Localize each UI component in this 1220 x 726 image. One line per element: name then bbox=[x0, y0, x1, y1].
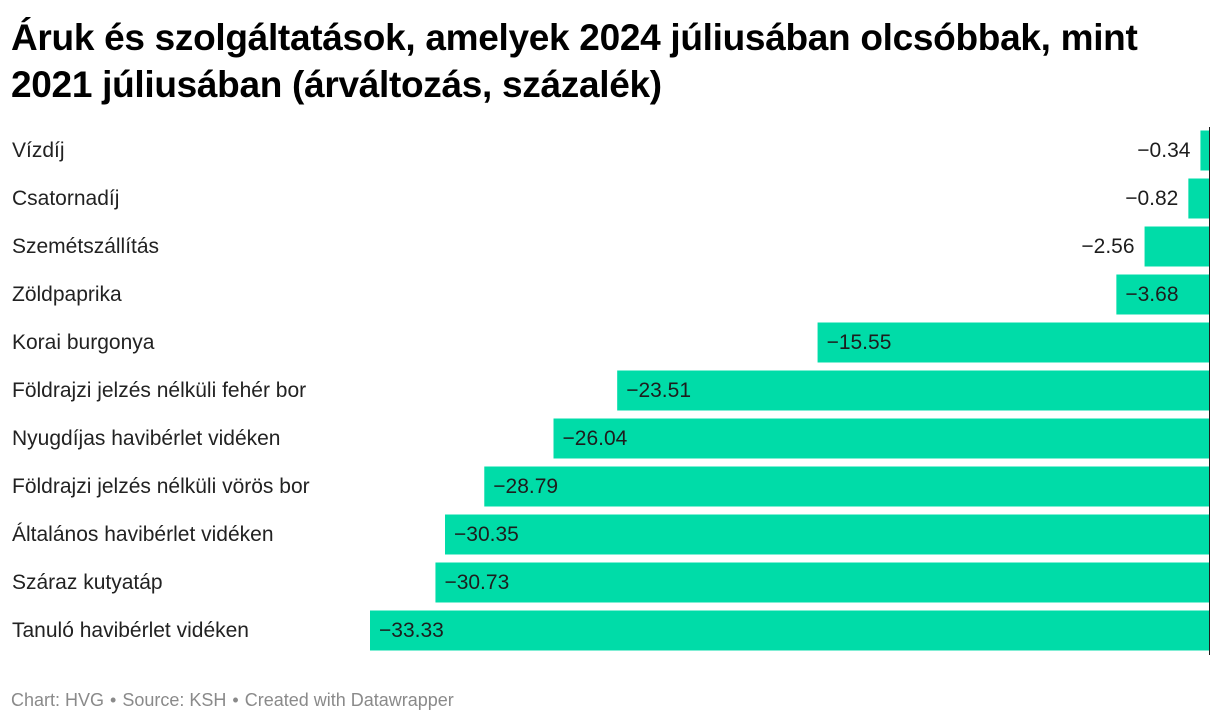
bars bbox=[370, 130, 1210, 651]
value-label: −0.34 bbox=[1137, 139, 1190, 162]
category-label: Zöldpaprika bbox=[12, 283, 122, 306]
category-label: Szemétszállítás bbox=[12, 235, 159, 258]
category-labels: Vízdíj Csatornadíj Szemétszállítás Zöldpapr… bbox=[12, 139, 310, 642]
bar bbox=[553, 418, 1209, 459]
bar bbox=[435, 562, 1209, 603]
datawrapper-credit: Created with Datawrapper bbox=[244, 690, 454, 710]
category-label: Nyugdíjas havibérlet vidéken bbox=[12, 427, 281, 450]
chart-footer: Chart: HVG • Source: KSH • Created with Data… bbox=[11, 690, 454, 711]
bar bbox=[484, 466, 1210, 507]
category-label: Csatornadíj bbox=[12, 187, 119, 210]
source-credit: Source: KSH bbox=[122, 690, 227, 710]
chart-credit: Chart: HVG bbox=[11, 690, 105, 710]
category-label: Száraz kutyatáp bbox=[12, 571, 163, 594]
value-label: −30.35 bbox=[454, 523, 519, 546]
bar bbox=[1144, 226, 1209, 267]
bar bbox=[1200, 130, 1209, 171]
bar bbox=[617, 370, 1209, 411]
bar bbox=[445, 514, 1209, 555]
bar bbox=[370, 610, 1209, 651]
value-label: −30.73 bbox=[444, 571, 509, 594]
category-label: Korai burgonya bbox=[12, 331, 155, 354]
category-label: Tanuló havibérlet vidéken bbox=[12, 619, 249, 642]
footer-separator: • bbox=[110, 690, 117, 710]
category-label: Vízdíj bbox=[12, 139, 65, 162]
value-label: −15.55 bbox=[827, 331, 892, 354]
category-label: Földrajzi jelzés nélküli fehér bor bbox=[12, 379, 306, 402]
value-label: −2.56 bbox=[1081, 235, 1134, 258]
value-label: −23.51 bbox=[626, 379, 691, 402]
value-labels: −0.34 −0.82 −2.56 −3.68 −15.55 −23.51 −26.04 −2… bbox=[379, 139, 1191, 642]
category-label: Általános havibérlet vidéken bbox=[12, 523, 274, 546]
chart-title: Áruk és szolgáltatások, amelyek 2024 júl… bbox=[11, 17, 1138, 105]
bar bbox=[1188, 178, 1209, 219]
value-label: −26.04 bbox=[563, 427, 628, 450]
value-label: −28.79 bbox=[493, 475, 558, 498]
bar bbox=[1116, 274, 1209, 315]
value-label: −33.33 bbox=[379, 619, 444, 642]
category-label: Földrajzi jelzés nélküli vörös bor bbox=[12, 475, 310, 498]
bar bbox=[817, 322, 1209, 363]
value-label: −0.82 bbox=[1125, 187, 1178, 210]
footer-separator: • bbox=[232, 690, 239, 710]
value-label: −3.68 bbox=[1125, 283, 1178, 306]
